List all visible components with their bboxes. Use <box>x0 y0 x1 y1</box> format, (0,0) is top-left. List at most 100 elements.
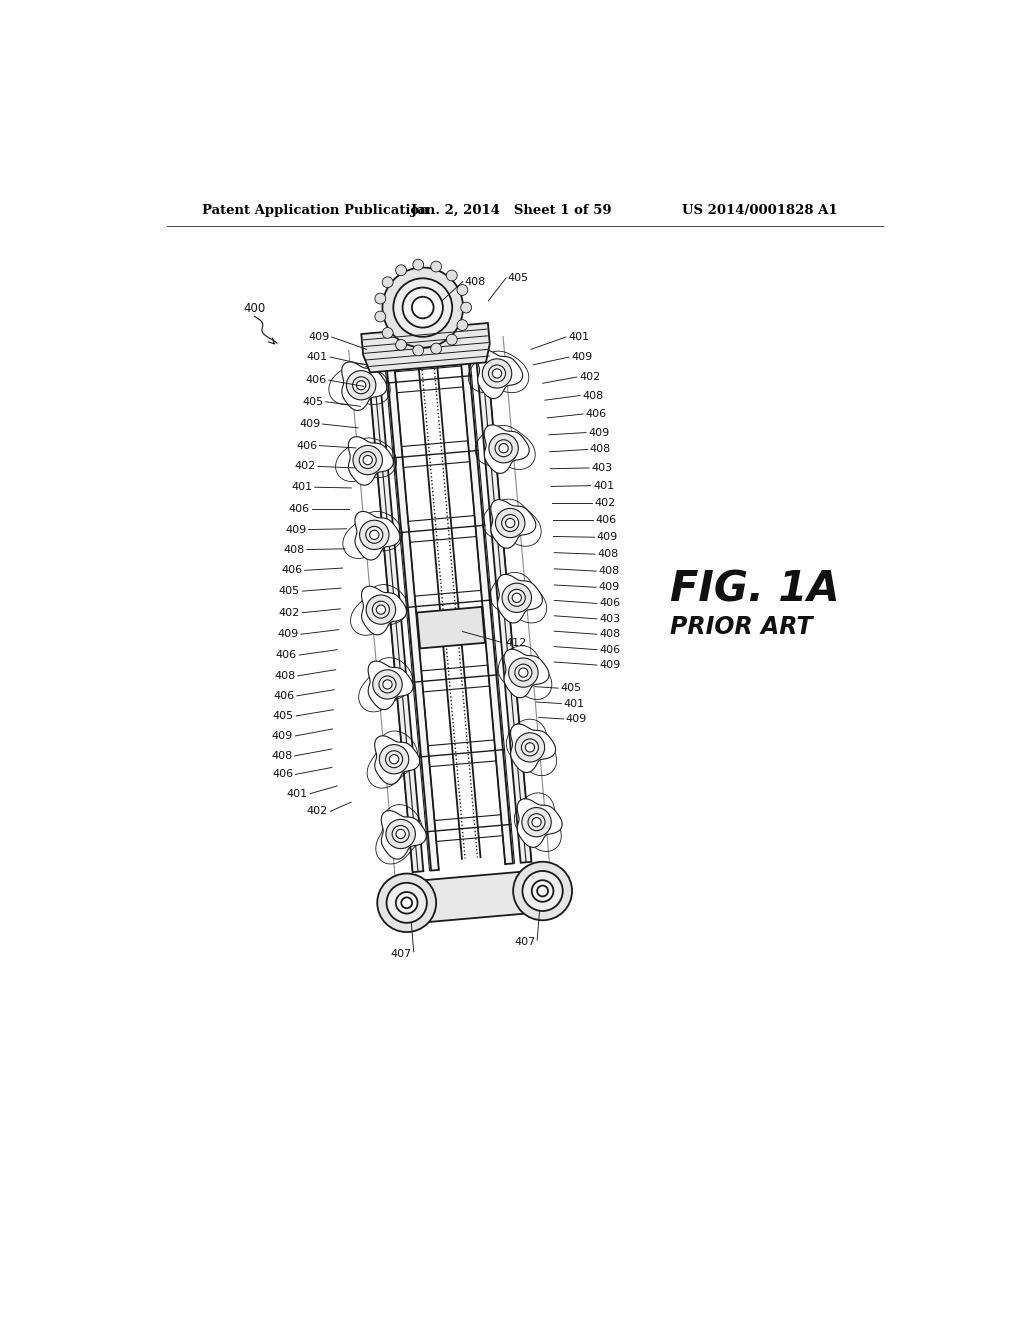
Text: 402: 402 <box>579 372 600 381</box>
Circle shape <box>522 871 563 911</box>
Circle shape <box>373 669 402 700</box>
Circle shape <box>531 817 541 826</box>
Text: 409: 409 <box>571 352 593 362</box>
Text: 409: 409 <box>271 731 293 741</box>
Polygon shape <box>517 799 562 847</box>
Polygon shape <box>490 500 536 548</box>
Circle shape <box>461 302 472 313</box>
Text: 412: 412 <box>505 638 526 648</box>
Polygon shape <box>381 810 426 859</box>
Circle shape <box>482 359 512 388</box>
Polygon shape <box>484 425 529 474</box>
Text: 408: 408 <box>598 566 620 576</box>
Circle shape <box>402 288 443 327</box>
Text: 406: 406 <box>272 770 293 779</box>
Circle shape <box>383 680 392 689</box>
Circle shape <box>396 829 406 838</box>
Text: 405: 405 <box>508 273 528 282</box>
Circle shape <box>496 508 525 537</box>
Circle shape <box>356 380 366 389</box>
Circle shape <box>353 445 382 475</box>
Circle shape <box>382 277 393 288</box>
Text: 407: 407 <box>390 949 412 960</box>
Polygon shape <box>477 350 522 399</box>
Circle shape <box>495 440 512 457</box>
Polygon shape <box>384 341 439 871</box>
Polygon shape <box>417 607 485 648</box>
Text: 409: 409 <box>597 532 618 543</box>
Circle shape <box>370 531 379 540</box>
Circle shape <box>364 455 373 465</box>
Circle shape <box>519 668 528 677</box>
Text: 402: 402 <box>595 499 615 508</box>
Circle shape <box>413 259 424 271</box>
Circle shape <box>431 261 441 272</box>
Circle shape <box>387 883 427 923</box>
Text: FIG. 1A: FIG. 1A <box>671 569 840 611</box>
Circle shape <box>376 605 386 614</box>
Circle shape <box>396 892 418 913</box>
Text: 408: 408 <box>271 751 292 760</box>
Circle shape <box>375 293 386 304</box>
Text: US 2014/0001828 A1: US 2014/0001828 A1 <box>682 205 838 218</box>
Text: 401: 401 <box>563 698 585 709</box>
Text: 406: 406 <box>296 441 317 450</box>
Circle shape <box>502 583 531 612</box>
Circle shape <box>367 595 395 624</box>
Circle shape <box>352 376 370 393</box>
Circle shape <box>359 451 376 469</box>
Circle shape <box>521 739 539 756</box>
Text: 409: 409 <box>308 333 330 342</box>
Text: 409: 409 <box>598 582 620 593</box>
Circle shape <box>457 285 468 296</box>
Circle shape <box>366 527 383 544</box>
Text: 401: 401 <box>287 788 308 799</box>
Circle shape <box>502 515 519 532</box>
Text: 409: 409 <box>285 524 306 535</box>
Text: 408: 408 <box>274 671 295 681</box>
Polygon shape <box>498 574 543 623</box>
Text: 406: 406 <box>599 644 621 655</box>
Text: 406: 406 <box>595 515 616 525</box>
Text: PRIOR ART: PRIOR ART <box>671 615 813 639</box>
Circle shape <box>393 279 453 337</box>
Circle shape <box>431 343 441 354</box>
Polygon shape <box>413 871 540 923</box>
Circle shape <box>488 366 506 381</box>
Text: 407: 407 <box>514 937 536 948</box>
Text: 401: 401 <box>291 482 312 492</box>
Polygon shape <box>474 333 531 863</box>
Text: 405: 405 <box>302 397 324 407</box>
Text: 409: 409 <box>299 418 321 429</box>
Text: 409: 409 <box>599 660 621 671</box>
Circle shape <box>375 312 386 322</box>
Text: 408: 408 <box>464 277 485 286</box>
Circle shape <box>359 520 389 549</box>
Circle shape <box>538 886 548 896</box>
Text: 401: 401 <box>568 333 590 342</box>
Circle shape <box>512 593 521 602</box>
Polygon shape <box>375 735 420 784</box>
Circle shape <box>386 820 416 849</box>
Circle shape <box>499 444 508 453</box>
Circle shape <box>446 334 458 345</box>
Circle shape <box>346 371 376 400</box>
Text: 408: 408 <box>599 630 621 639</box>
Circle shape <box>522 808 551 837</box>
Text: 409: 409 <box>278 630 299 639</box>
Polygon shape <box>361 586 407 635</box>
Text: 406: 406 <box>282 565 302 576</box>
Circle shape <box>508 589 525 606</box>
Text: 403: 403 <box>592 463 612 473</box>
Text: Jan. 2, 2014   Sheet 1 of 59: Jan. 2, 2014 Sheet 1 of 59 <box>411 205 611 218</box>
Text: 408: 408 <box>590 445 611 454</box>
Text: 408: 408 <box>598 549 618 560</box>
Text: 405: 405 <box>272 711 294 721</box>
Circle shape <box>395 339 407 350</box>
Text: 405: 405 <box>279 586 300 597</box>
Text: 400: 400 <box>244 302 265 315</box>
Circle shape <box>413 345 424 356</box>
Polygon shape <box>342 362 387 411</box>
Text: 406: 406 <box>275 649 297 660</box>
Polygon shape <box>511 725 556 772</box>
